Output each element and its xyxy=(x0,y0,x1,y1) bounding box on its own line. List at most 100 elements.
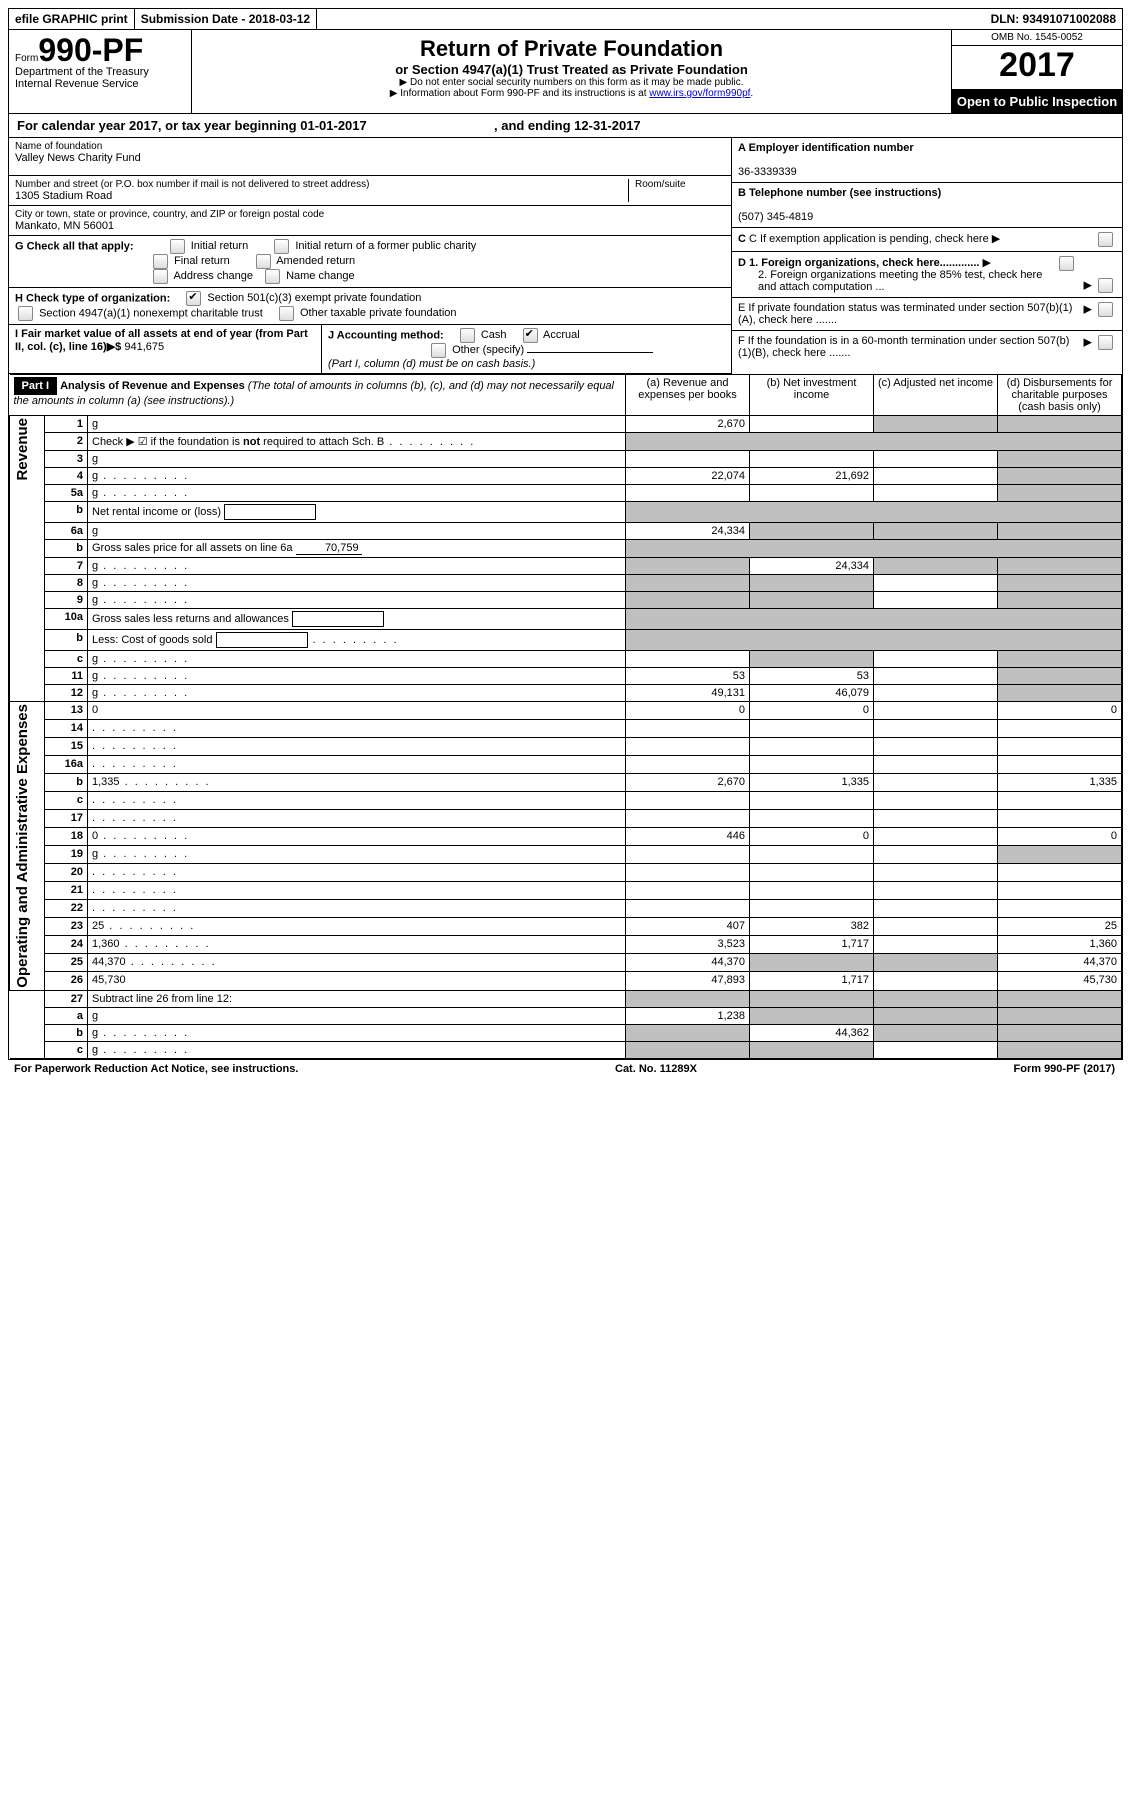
line-desc xyxy=(88,810,626,828)
chk-initial-return[interactable] xyxy=(170,239,185,254)
line-desc: g xyxy=(88,523,626,540)
row-11: 11g5353 xyxy=(10,668,1122,685)
chk-4947[interactable] xyxy=(18,306,33,321)
header-left: Form990-PF Department of the Treasury In… xyxy=(9,30,192,113)
line-desc: g xyxy=(88,468,626,485)
info-right: A Employer identification number 36-3339… xyxy=(731,138,1122,374)
line-num: 8 xyxy=(45,575,88,592)
line-num: 22 xyxy=(45,900,88,918)
line-desc: 1,360 xyxy=(88,936,626,954)
line-num: 27 xyxy=(45,990,88,1007)
row-b: bg44,362 xyxy=(10,1024,1122,1041)
chk-other-method[interactable] xyxy=(431,343,446,358)
room-cell: Room/suite xyxy=(629,179,725,202)
line-num: 6a xyxy=(45,523,88,540)
chk-amended[interactable] xyxy=(256,254,271,269)
line-num: 15 xyxy=(45,738,88,756)
line-desc xyxy=(88,720,626,738)
j-label: J Accounting method: xyxy=(328,329,444,341)
line-num: 7 xyxy=(45,558,88,575)
opt-name: Name change xyxy=(286,270,355,282)
foundation-name: Valley News Charity Fund xyxy=(15,152,725,164)
info-left: Name of foundation Valley News Charity F… xyxy=(9,138,731,374)
line-num: c xyxy=(45,1041,88,1058)
note-info-pre: ▶ Information about Form 990-PF and its … xyxy=(390,88,649,99)
row-6a: 6ag24,334 xyxy=(10,523,1122,540)
line-num: b xyxy=(45,502,88,523)
city-value: Mankato, MN 56001 xyxy=(15,220,725,232)
chk-d2[interactable] xyxy=(1098,278,1113,293)
line-num: c xyxy=(45,792,88,810)
g-label: G Check all that apply: xyxy=(15,240,134,252)
expenses-label: Operating and Administrative Expenses xyxy=(10,702,45,991)
chk-e[interactable] xyxy=(1098,302,1113,317)
line-num: 12 xyxy=(45,685,88,702)
page-footer: For Paperwork Reduction Act Notice, see … xyxy=(8,1060,1121,1078)
line-desc: g xyxy=(88,485,626,502)
irs-link[interactable]: www.irs.gov/form990pf xyxy=(649,88,750,99)
opt-address: Address change xyxy=(173,270,253,282)
submission-date: Submission Date - 2018-03-12 xyxy=(135,9,317,29)
line-desc: 0 xyxy=(88,828,626,846)
line-desc: g xyxy=(88,451,626,468)
col-b-header: (b) Net investment income xyxy=(750,375,874,416)
calendar-year-row: For calendar year 2017, or tax year begi… xyxy=(9,114,1122,138)
chk-other-tax[interactable] xyxy=(279,306,294,321)
footer-left: For Paperwork Reduction Act Notice, see … xyxy=(14,1063,298,1075)
row-27: 27Subtract line 26 from line 12: xyxy=(10,990,1122,1007)
top-bar: efile GRAPHIC print Submission Date - 20… xyxy=(9,9,1122,30)
row-21: 21 xyxy=(10,882,1122,900)
chk-name[interactable] xyxy=(265,269,280,284)
city-label: City or town, state or province, country… xyxy=(15,209,725,220)
line-num: b xyxy=(45,774,88,792)
row-25: 2544,37044,37044,370 xyxy=(10,954,1122,972)
chk-cash[interactable] xyxy=(460,328,475,343)
chk-accrual[interactable] xyxy=(523,328,538,343)
header-right: OMB No. 1545-0052 2017 Open to Public In… xyxy=(951,30,1122,113)
chk-initial-former[interactable] xyxy=(274,239,289,254)
chk-f[interactable] xyxy=(1098,335,1113,350)
line-num: 21 xyxy=(45,882,88,900)
note-info: ▶ Information about Form 990-PF and its … xyxy=(198,88,945,99)
line-num: 2 xyxy=(45,433,88,451)
foundation-name-cell: Name of foundation Valley News Charity F… xyxy=(9,138,731,176)
line-num: 11 xyxy=(45,668,88,685)
f-label: F If the foundation is in a 60-month ter… xyxy=(738,335,1077,359)
chk-c[interactable] xyxy=(1098,232,1113,247)
section-i: I Fair market value of all assets at end… xyxy=(9,325,322,373)
line-num: 18 xyxy=(45,828,88,846)
street-cell: Number and street (or P.O. box number if… xyxy=(15,179,629,202)
form-word: Form xyxy=(15,53,38,64)
row-c: c xyxy=(10,792,1122,810)
ein-value: 36-3339339 xyxy=(738,166,797,178)
chk-501c3[interactable] xyxy=(186,291,201,306)
line-desc: g xyxy=(88,846,626,864)
phone-value: (507) 345-4819 xyxy=(738,211,813,223)
line-desc: 44,370 xyxy=(88,954,626,972)
d1-label: D 1. Foreign organizations, check here..… xyxy=(738,257,979,269)
line-num: 16a xyxy=(45,756,88,774)
addr-label: Number and street (or P.O. box number if… xyxy=(15,179,622,190)
line-num: 14 xyxy=(45,720,88,738)
section-ij: I Fair market value of all assets at end… xyxy=(9,325,731,374)
row-18: 18044600 xyxy=(10,828,1122,846)
row-b: bNet rental income or (loss) xyxy=(10,502,1122,523)
line-desc: Gross sales price for all assets on line… xyxy=(88,540,626,558)
line-desc: g xyxy=(88,1024,626,1041)
line-num: c xyxy=(45,651,88,668)
tax-year: 2017 xyxy=(952,46,1122,90)
line-desc: 1,335 xyxy=(88,774,626,792)
chk-final[interactable] xyxy=(153,254,168,269)
city-cell: City or town, state or province, country… xyxy=(9,206,731,236)
line-num: b xyxy=(45,630,88,651)
line-desc xyxy=(88,738,626,756)
chk-address[interactable] xyxy=(153,269,168,284)
form-container: efile GRAPHIC print Submission Date - 20… xyxy=(8,8,1123,1060)
opt-501c3: Section 501(c)(3) exempt private foundat… xyxy=(207,292,421,304)
line-desc: g xyxy=(88,668,626,685)
chk-d1[interactable] xyxy=(1059,256,1074,271)
line-desc: g xyxy=(88,558,626,575)
line-desc: Check ▶ ☑ if the foundation is not requi… xyxy=(88,433,626,451)
line-num: 23 xyxy=(45,918,88,936)
row-b: bLess: Cost of goods sold xyxy=(10,630,1122,651)
